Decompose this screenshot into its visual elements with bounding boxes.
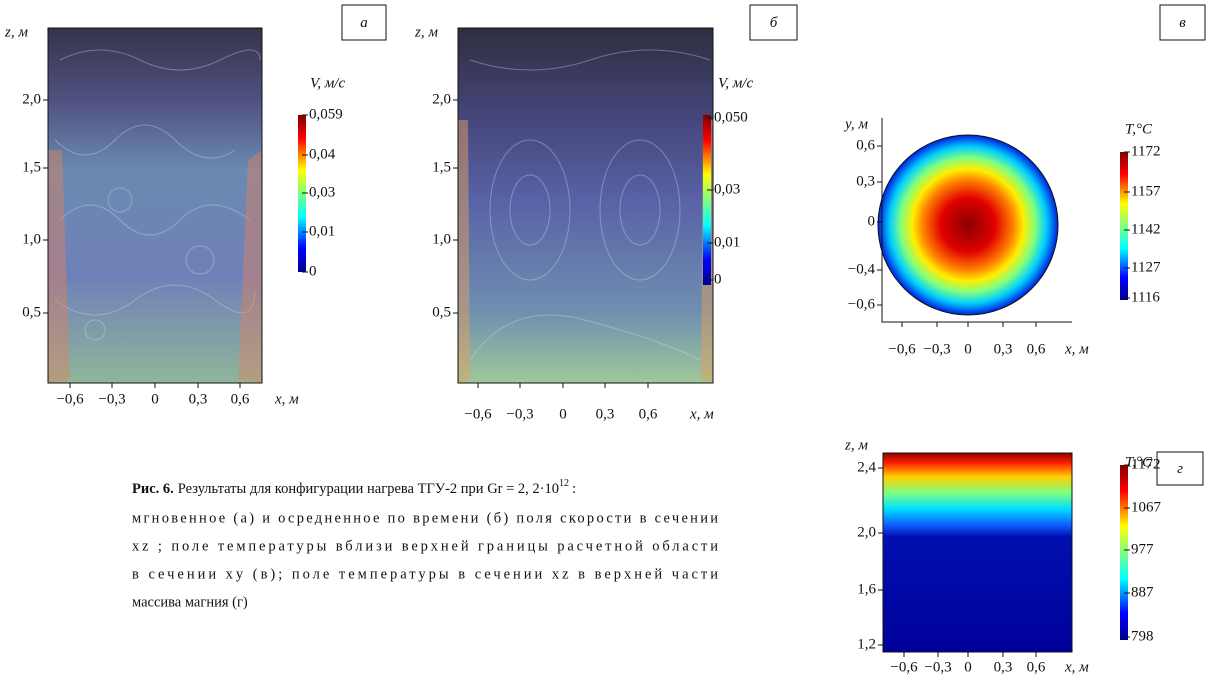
panel-label: а xyxy=(360,15,368,31)
y-tick-label: 0,5 xyxy=(22,304,41,320)
x-tick-label: −0,6 xyxy=(56,391,84,407)
panel-label: б xyxy=(770,15,778,31)
x-tick-label: −0,3 xyxy=(924,659,951,675)
y-tick-label: 1,5 xyxy=(22,159,41,175)
temperature-field xyxy=(883,453,1072,652)
colorbar-tick-label: 0,03 xyxy=(714,181,740,197)
y-axis-title: z, м xyxy=(414,24,438,40)
x-tick-label: −0,3 xyxy=(98,391,125,407)
y-tick-label: −0,6 xyxy=(848,296,876,312)
y-tick-label: 1,0 xyxy=(22,231,41,247)
x-tick-label: 0,6 xyxy=(1027,659,1046,675)
x-tick-label: 0,6 xyxy=(639,406,658,422)
colorbar-tick-label: 1172 xyxy=(1131,456,1160,472)
colorbar xyxy=(1120,465,1128,640)
x-tick-label: −0,3 xyxy=(923,341,950,357)
colorbar-tick-label: 887 xyxy=(1131,584,1154,600)
colorbar-title: V, м/с xyxy=(310,75,345,91)
temperature-disk xyxy=(878,135,1058,315)
x-tick-label: −0,6 xyxy=(888,341,916,357)
x-tick-label: 0,3 xyxy=(596,406,615,422)
colorbar xyxy=(1120,152,1128,300)
colorbar-tick-label: 977 xyxy=(1131,541,1154,557)
velocity-field xyxy=(48,28,262,383)
y-tick-label: 1,5 xyxy=(432,159,451,175)
x-tick-label: 0,6 xyxy=(1027,341,1046,357)
caption-text: : xyxy=(572,481,576,497)
x-tick-label: −0,6 xyxy=(464,406,492,422)
x-axis-title: x, м xyxy=(689,406,714,422)
x-axis-title: x, м xyxy=(1064,341,1089,357)
colorbar-tick-label: 1127 xyxy=(1131,259,1161,275)
caption-line: массива магния (г) xyxy=(132,594,248,610)
colorbar-tick-label: 0 xyxy=(714,271,722,287)
x-tick-label: −0,6 xyxy=(890,659,918,675)
y-tick-label: 2,0 xyxy=(432,91,451,107)
colorbar-tick-label: 1116 xyxy=(1131,289,1160,305)
y-tick-label: 2,0 xyxy=(22,91,41,107)
caption-line: xz ; поле температуры вблизи верхней гра… xyxy=(132,538,718,554)
colorbar-tick-label: 0,059 xyxy=(309,106,343,122)
caption-line: Рис. 6.Результаты для конфигурации нагре… xyxy=(132,478,576,497)
y-tick-label: 1,2 xyxy=(857,636,876,652)
colorbar-tick-label: 0,050 xyxy=(714,109,748,125)
velocity-field xyxy=(458,28,713,383)
y-axis-title: z, м xyxy=(844,437,868,453)
y-tick-label: 2,4 xyxy=(857,459,876,475)
colorbar-tick-label: 0 xyxy=(309,263,317,279)
colorbar-tick-label: 0,01 xyxy=(714,234,740,250)
y-tick-label: 0,3 xyxy=(856,173,875,189)
panel-label: в xyxy=(1179,15,1186,31)
y-tick-label: 2,0 xyxy=(857,524,876,540)
panel-label: г xyxy=(1177,461,1183,477)
colorbar-title: T,°C xyxy=(1125,121,1153,137)
x-tick-label: 0 xyxy=(964,659,972,675)
caption-exponent: 12 xyxy=(559,478,569,489)
x-axis-title: x, м xyxy=(274,391,299,407)
colorbar-tick-label: 0,03 xyxy=(309,184,335,200)
colorbar-tick-label: 1172 xyxy=(1131,143,1160,159)
x-axis-title: x, м xyxy=(1064,659,1089,675)
colorbar-tick-label: 0,04 xyxy=(309,146,336,162)
colorbar-tick-label: 1067 xyxy=(1131,499,1162,515)
x-tick-label: 0,6 xyxy=(231,391,250,407)
y-tick-label: −0,4 xyxy=(848,261,876,277)
x-tick-label: 0,3 xyxy=(994,341,1013,357)
colorbar-tick-label: 1157 xyxy=(1131,183,1161,199)
figure: а z, м 2,0 1,5 1,0 0,5 −0,6 −0,3 0 0,3 0,6 x, м V, м… xyxy=(0,0,1221,691)
colorbar xyxy=(703,115,711,285)
caption-line: мгновенное (а) и осредненное по времени … xyxy=(132,510,718,526)
y-tick-label: 1,0 xyxy=(432,231,451,247)
colorbar-tick-label: 0,01 xyxy=(309,223,335,239)
caption-label: Рис. 6. xyxy=(132,481,174,497)
x-tick-label: −0,3 xyxy=(506,406,533,422)
y-tick-label: 1,6 xyxy=(857,581,876,597)
x-tick-label: 0 xyxy=(151,391,159,407)
y-axis-title: y, м xyxy=(843,116,868,132)
x-tick-label: 0 xyxy=(964,341,972,357)
y-tick-label: 0,5 xyxy=(432,304,451,320)
x-tick-label: 0,3 xyxy=(994,659,1013,675)
colorbar-tick-label: 1142 xyxy=(1131,221,1160,237)
x-tick-label: 0 xyxy=(559,406,567,422)
caption-text: Результаты для конфигурации нагрева ТГУ-… xyxy=(178,481,559,497)
colorbar-title: V, м/с xyxy=(718,75,753,91)
x-tick-label: 0,3 xyxy=(189,391,208,407)
y-axis-title: z, м xyxy=(4,24,28,40)
y-tick-label: 0 xyxy=(868,213,876,229)
caption-line: в сечении xy (в); поле температуры в сеч… xyxy=(132,566,718,582)
colorbar-tick-label: 798 xyxy=(1131,628,1154,644)
y-tick-label: 0,6 xyxy=(856,137,875,153)
